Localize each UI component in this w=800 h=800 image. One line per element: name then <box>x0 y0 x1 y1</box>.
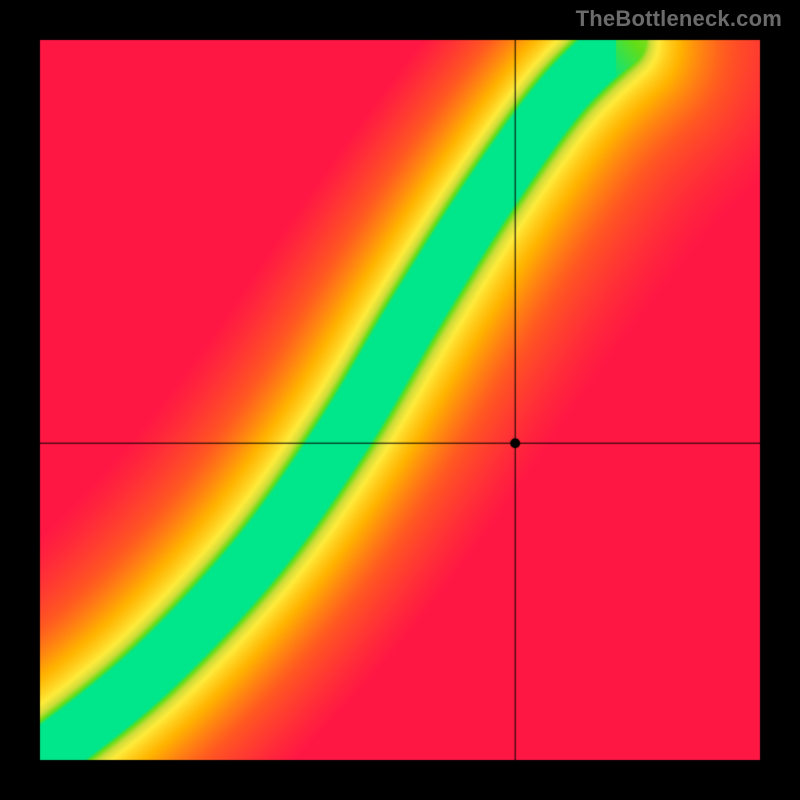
watermark-text: TheBottleneck.com <box>576 6 782 32</box>
chart-container: TheBottleneck.com <box>0 0 800 800</box>
bottleneck-heatmap <box>0 0 800 800</box>
